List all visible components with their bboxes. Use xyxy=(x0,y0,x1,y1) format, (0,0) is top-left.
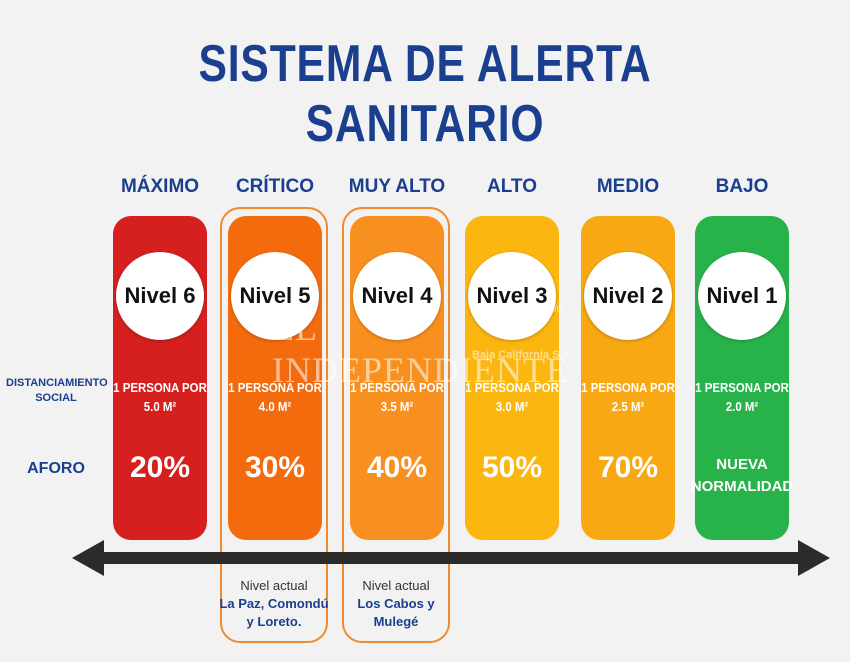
current-level-places: Los Cabos y Mulegé xyxy=(357,596,435,629)
current-level-label: Nivel actual xyxy=(362,578,430,593)
row-label-distanciamiento: DISTANCIAMIENTO SOCIAL xyxy=(6,377,108,404)
distanciamiento-4: 1 PERSONA POR 3.5 M² xyxy=(350,380,444,414)
nivel-4-badge: Nivel 4 xyxy=(353,252,441,340)
level-name-alto: ALTO xyxy=(487,176,537,197)
row-label-aforo: AFORO xyxy=(27,460,85,477)
double-arrow-axis xyxy=(72,540,830,576)
nivel-6-badge: Nivel 6 xyxy=(116,252,204,340)
level-name-bajo: BAJO xyxy=(715,176,769,197)
current-level-note-5: Nivel actual La Paz, Comondú y Loreto. xyxy=(219,577,329,631)
aforo-5: 30% xyxy=(244,451,306,484)
current-level-outline-4 xyxy=(342,207,450,643)
page-title: SISTEMA DE ALERTA SANITARIO xyxy=(198,35,652,153)
current-level-places: La Paz, Comondú y Loreto. xyxy=(219,596,329,629)
aforo-6: 20% xyxy=(129,451,191,484)
distanciamiento-2: 1 PERSONA POR 2.5 M² xyxy=(581,380,675,414)
nivel-2-badge: Nivel 2 xyxy=(584,252,672,340)
distanciamiento-1: 1 PERSONA POR 2.0 M² xyxy=(695,380,789,414)
aforo-4: 40% xyxy=(366,451,428,484)
nivel-1-badge: Nivel 1 xyxy=(698,252,786,340)
current-level-note-4: Nivel actual Los Cabos y Mulegé xyxy=(341,577,451,631)
current-level-outline-5 xyxy=(220,207,328,643)
nivel-3-badge: Nivel 3 xyxy=(468,252,556,340)
level-name-muy-alto: MUY ALTO xyxy=(348,176,446,197)
distanciamiento-6: 1 PERSONA POR 5.0 M² xyxy=(113,380,207,414)
level-name-critico: CRÍTICO xyxy=(235,176,315,197)
aforo-3: 50% xyxy=(481,451,543,484)
current-level-label: Nivel actual xyxy=(240,578,308,593)
aforo-1: NUEVA NORMALIDAD xyxy=(690,456,794,495)
level-name-maximo: MÁXIMO xyxy=(120,176,200,197)
aforo-2: 70% xyxy=(597,451,659,484)
level-name-medio: MEDIO xyxy=(596,176,660,197)
distanciamiento-3: 1 PERSONA POR 3.0 M² xyxy=(465,380,559,414)
nivel-5-badge: Nivel 5 xyxy=(231,252,319,340)
distanciamiento-5: 1 PERSONA POR 4.0 M² xyxy=(228,380,322,414)
